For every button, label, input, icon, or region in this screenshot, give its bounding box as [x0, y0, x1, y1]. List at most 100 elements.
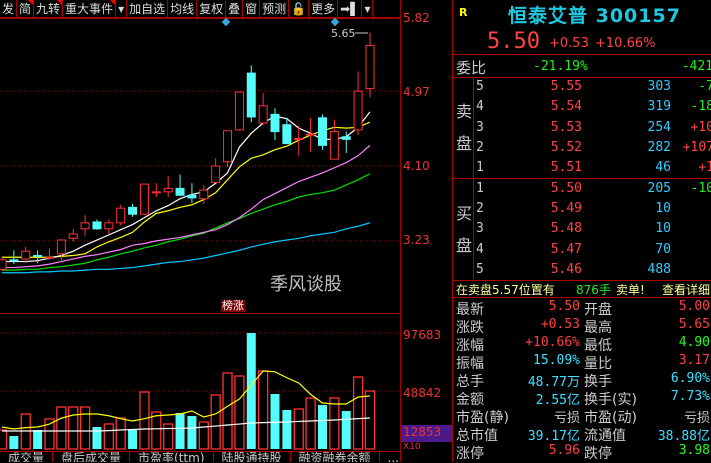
candle-body — [139, 183, 149, 215]
stat-row: 振幅 15.09% 量比 3.17 — [453, 353, 711, 372]
toolbar-button[interactable]: ➡▌ — [338, 0, 363, 17]
sell-level-row[interactable]: 1 5.51 46 +1 — [453, 160, 711, 180]
level-volume: 303 — [647, 79, 671, 94]
volume-bar — [198, 421, 209, 450]
stat-value: 3.17 — [678, 353, 710, 368]
stat-value: 7.73% — [670, 389, 710, 404]
buy-level-row[interactable]: 1 5.50 205 -10 — [453, 181, 711, 201]
indicator-tab[interactable]: 成交量 — [0, 452, 54, 462]
candle-body — [151, 191, 161, 194]
volume-bar — [364, 390, 376, 450]
stat-value: 6.90% — [670, 371, 710, 386]
ma5-line — [2, 111, 371, 263]
stat-row: 市盈(静) 亏损 市盈(动) 亏损 — [453, 407, 711, 426]
buy-level-row[interactable]: 4 5.47 70 — [453, 242, 711, 262]
price-axis-label: 5.82 — [403, 11, 430, 25]
buy-level-row[interactable]: 5 5.46 488 — [453, 262, 711, 282]
stat-value: 4.90 — [678, 335, 710, 350]
candle-body — [246, 72, 256, 118]
toolbar-button[interactable]: 简 — [17, 0, 35, 17]
candle-body — [306, 133, 316, 136]
level-number: 5 — [476, 262, 484, 277]
chart-toolbar: 发简九转 重大事件 ▾ 加自选 均线 复权叠窗预测 🔓 更多 ➡▌ ▾ — [0, 0, 400, 18]
sell-level-row[interactable]: 2 5.52 282 +107 — [453, 140, 711, 160]
weibi-label: 委比 — [456, 59, 487, 77]
sell-level-row[interactable]: 3 5.53 254 +10 — [453, 120, 711, 140]
quote-panel: R 恒泰艾普 300157 5.50 +0.53 +10.66% 委比 -21.… — [452, 0, 711, 462]
high-price-marker: 5.65 — [331, 27, 356, 40]
indicator-tab[interactable]: 盘后成交量 — [53, 452, 131, 462]
candle-body — [234, 91, 244, 131]
sell-level-row[interactable]: 5 5.55 303 -7 — [453, 79, 711, 99]
stat-value: 5.00 — [678, 299, 710, 314]
volume-bar — [56, 406, 67, 450]
volume-bar — [79, 406, 91, 450]
toolbar-button[interactable]: 发 — [0, 0, 18, 17]
volume-bar — [305, 397, 316, 450]
sell-level-row[interactable]: 4 5.54 319 -18 — [453, 99, 711, 119]
level-volume: 10 — [655, 201, 671, 216]
toolbar-button[interactable]: 预测 — [260, 0, 290, 17]
price-change-pct: +10.66% — [595, 36, 656, 51]
volume-bar — [128, 429, 138, 449]
volume-axis-label: 97683 — [403, 328, 442, 342]
toolbar-button[interactable]: 重大事件 — [63, 0, 117, 17]
level-number: 2 — [476, 201, 484, 216]
level-number: 2 — [476, 140, 484, 155]
kline-chart[interactable] — [0, 0, 452, 462]
level-price: 5.47 — [550, 242, 582, 257]
volume-bar — [151, 411, 162, 450]
volume-bar — [33, 429, 43, 449]
candle-body — [175, 187, 185, 196]
stat-value: 2.55亿 — [535, 393, 580, 408]
candle-body — [9, 259, 19, 262]
stat-value: 亏损 — [553, 411, 580, 426]
toolbar-button[interactable]: 叠 — [226, 0, 244, 17]
big-order-notice[interactable]: 在卖盘5.57位置有 876手 卖单! 查看详细 — [456, 281, 711, 297]
level-volume: 10 — [655, 221, 671, 236]
level-volume: 70 — [655, 242, 671, 257]
buy-level-row[interactable]: 2 5.49 10 — [453, 201, 711, 221]
level-change: +10 — [690, 120, 711, 135]
toolbar-button[interactable]: 🔓 — [289, 0, 310, 17]
event-label[interactable]: 榜涨 — [221, 299, 245, 312]
volume-bar — [282, 409, 292, 449]
ma10-line — [2, 121, 371, 258]
volume-bar — [329, 397, 340, 450]
stat-label: 总手 — [456, 374, 484, 390]
indicator-tab[interactable]: ... — [380, 452, 400, 462]
stat-label: 开盘 — [584, 302, 612, 318]
stat-label: 涨幅 — [456, 338, 484, 354]
level-change: +107 — [682, 140, 711, 155]
indicator-tab[interactable]: 融资融券余额 — [291, 452, 380, 462]
indicator-tab[interactable]: 陆股通持股 — [214, 452, 291, 462]
candle-body — [56, 239, 66, 255]
level-volume: 282 — [647, 140, 671, 155]
volume-bar — [0, 429, 8, 450]
toolbar-button[interactable]: 加自选 — [127, 0, 169, 17]
view-details-link[interactable]: 查看详细 — [662, 283, 711, 297]
volume-bar — [44, 418, 55, 450]
buy-level-row[interactable]: 3 5.48 10 — [453, 221, 711, 241]
watermark: 季风谈股 — [270, 274, 342, 295]
volume-bar — [270, 394, 280, 449]
toolbar-button[interactable]: 窗 — [243, 0, 261, 17]
toolbar-button[interactable]: 复权 — [197, 0, 227, 17]
indicator-tab[interactable]: 市盈率(ttm) — [130, 452, 214, 462]
toolbar-button[interactable]: ▾ — [362, 0, 374, 17]
volume-bar — [163, 423, 174, 450]
stock-title: 恒泰艾普 300157 — [508, 5, 681, 27]
toolbar-button[interactable]: 更多 — [309, 0, 339, 17]
level-price: 5.55 — [550, 79, 582, 94]
volume-axis-label: 48842 — [403, 386, 442, 400]
candle-body — [163, 187, 173, 193]
toolbar-button[interactable]: ▾ — [116, 0, 128, 17]
stat-label: 市盈(静) — [456, 410, 509, 426]
toolbar-button[interactable]: 均线 — [168, 0, 198, 17]
stat-label: 换手(实) — [584, 392, 637, 408]
stat-label: 最高 — [584, 320, 612, 336]
level-volume: 205 — [647, 181, 671, 196]
stat-row: 涨幅 +10.66% 最低 4.90 — [453, 335, 711, 354]
toolbar-button[interactable]: 九转 — [34, 0, 64, 17]
volume-bar — [317, 404, 327, 449]
